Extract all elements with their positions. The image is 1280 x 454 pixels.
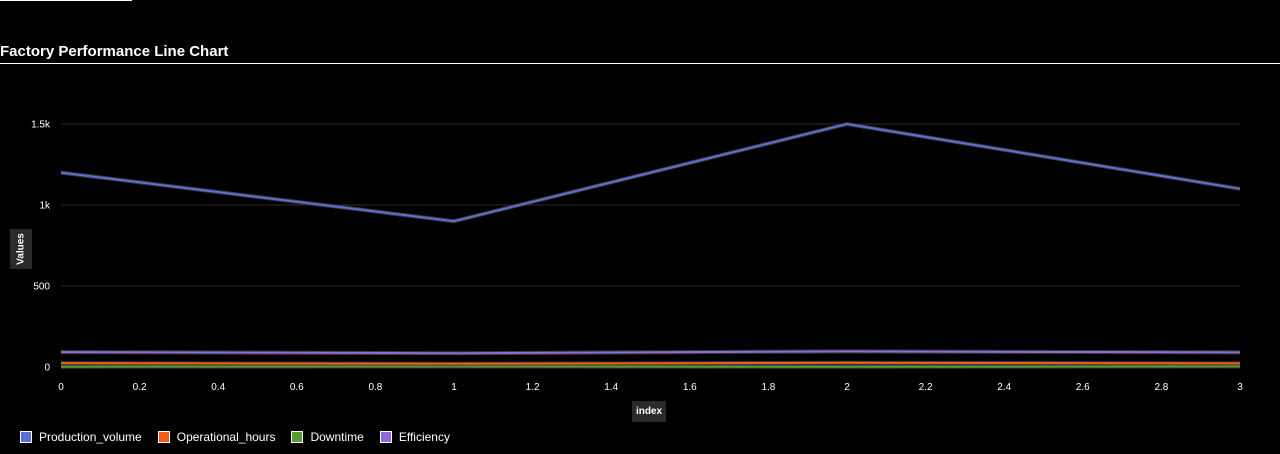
gridlines	[61, 123, 1240, 287]
series-lines	[60, 121, 1241, 369]
legend-swatch	[379, 431, 392, 443]
y-tick-label: 0	[44, 363, 50, 374]
x-tick-label: 0.6	[290, 382, 304, 393]
x-axis-title: index	[632, 401, 666, 422]
legend-label: Efficiency	[398, 430, 450, 444]
x-axis-title-text: index	[636, 406, 663, 417]
x-tick-label: 0	[58, 382, 64, 393]
y-tick-label: 1.5k	[31, 120, 51, 131]
y-axis-title-background	[10, 229, 32, 269]
y-tick-label: 500	[33, 282, 50, 293]
series-production-volume	[60, 121, 1241, 224]
y-axis-title: Values	[10, 229, 32, 269]
x-axis-title-background	[632, 401, 666, 422]
legend-swatch	[157, 431, 170, 443]
legend-label: Production_volume	[39, 430, 142, 444]
legend-label: Downtime	[310, 430, 364, 444]
x-tick-label: 2.4	[997, 382, 1011, 393]
y-tick-label: 1k	[39, 201, 51, 212]
legend-item-downtime[interactable]: Downtime	[291, 430, 364, 444]
legend-label: Operational_hours	[176, 430, 276, 444]
legend: Production_volume Operational_hours Down…	[20, 430, 450, 444]
legend-item-operational-hours[interactable]: Operational_hours	[157, 430, 276, 444]
x-axis-ticks: 0 0.2 0.4 0.6 0.8 1 1.2 1.4 1.6 1.8 2 2.2 2.4 2.6 2.8 3	[58, 382, 1243, 393]
legend-item-efficiency[interactable]: Efficiency	[379, 430, 450, 444]
series-operational-hours	[60, 360, 1241, 366]
x-tick-label: 0.4	[211, 382, 225, 393]
x-tick-label: 2.2	[919, 382, 933, 393]
x-tick-label: 0.8	[368, 382, 382, 393]
title-rule	[0, 63, 1280, 64]
series-line[interactable]	[60, 361, 1241, 365]
chart-title: Factory Performance Line Chart	[0, 43, 229, 60]
x-tick-label: 2.6	[1076, 382, 1090, 393]
y-axis-ticks: 0 500 1k 1.5k	[31, 120, 51, 374]
x-tick-label: 1.6	[683, 382, 697, 393]
x-tick-label: 2.8	[1154, 382, 1168, 393]
x-tick-label: 1.8	[761, 382, 775, 393]
series-line[interactable]	[60, 350, 1241, 355]
x-tick-label: 1.2	[526, 382, 540, 393]
series-efficiency	[60, 349, 1241, 356]
x-tick-label: 3	[1237, 382, 1243, 393]
x-tick-label: 1.4	[604, 382, 618, 393]
series-line[interactable]	[60, 122, 1241, 223]
x-tick-label: 2	[844, 382, 850, 393]
legend-item-production-volume[interactable]: Production_volume	[20, 430, 142, 444]
x-tick-label: 0.2	[133, 382, 147, 393]
x-tick-label: 1	[451, 382, 457, 393]
top-rule	[0, 0, 132, 1]
legend-swatch	[291, 431, 304, 443]
y-axis-title-text: Values	[16, 233, 27, 265]
legend-swatch	[20, 431, 32, 443]
